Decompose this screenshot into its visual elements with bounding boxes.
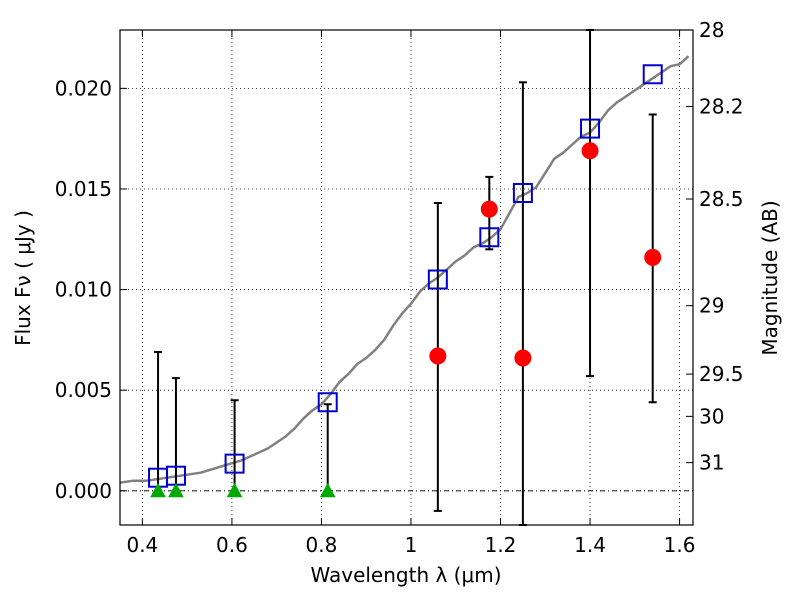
x-tick-label: 1: [405, 533, 418, 557]
observed-flux-circle: [644, 248, 662, 266]
y2-tick-label: 29: [699, 294, 724, 318]
data-layer: [119, 29, 690, 526]
observed-flux-circle: [480, 200, 498, 218]
x-axis-title: Wavelength λ (μm): [310, 563, 501, 587]
model-photometry-square: [642, 64, 663, 85]
observed-flux-circle: [581, 142, 599, 160]
y-tick-label: 0.000: [55, 479, 112, 503]
x-tick-label: 0.8: [306, 533, 338, 557]
model-photometry-square: [317, 392, 338, 413]
y2-tick-label: 28.5: [699, 187, 744, 211]
y-tick-label: 0.005: [55, 378, 112, 402]
model-photometry-square: [427, 269, 448, 290]
y-tick-label: 0.015: [55, 177, 112, 201]
y-axis-title: Flux Fν ( μJy ): [11, 210, 35, 346]
x-tick-label: 1.6: [664, 533, 696, 557]
y-tick-label: 0.020: [55, 76, 112, 100]
y2-tick-label: 28: [699, 18, 724, 42]
non-detection-triangle: [150, 482, 166, 498]
x-tick-label: 0.4: [126, 533, 158, 557]
x-tick-label: 1.2: [485, 533, 517, 557]
observed-flux-circle: [429, 347, 447, 365]
tick-layer: 0.4 0.6 0.8 1 1.2 1.4 1.6 0.000 0.005 0.010 0.015 0…: [55, 18, 744, 557]
model-photometry-square: [580, 118, 601, 139]
model-photometry-square: [224, 453, 245, 474]
y2-tick-label: 30: [699, 404, 724, 428]
y2-tick-label: 31: [699, 451, 724, 475]
non-detection-triangle: [168, 482, 184, 498]
y-tick-label: 0.010: [55, 278, 112, 302]
x-tick-label: 1.4: [574, 533, 606, 557]
non-detection-triangle: [319, 482, 336, 498]
model-photometry-square: [512, 182, 533, 203]
non-detection-triangle: [226, 482, 243, 498]
y2-tick-label: 28.2: [699, 94, 744, 118]
x-tick-label: 0.6: [216, 533, 248, 557]
y2-axis-title: Magnitude (AB): [758, 200, 782, 355]
plot-frame: [119, 29, 694, 526]
y2-tick-label: 29.5: [699, 362, 744, 386]
grid-layer: [120, 30, 693, 525]
observed-flux-circle: [514, 349, 532, 367]
model-photometry-square: [479, 227, 500, 248]
